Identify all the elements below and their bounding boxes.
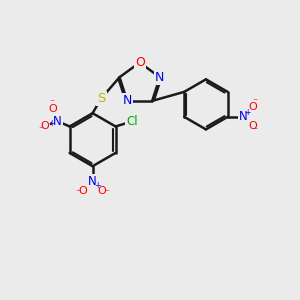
- Text: ⁻: ⁻: [252, 127, 257, 136]
- Text: S: S: [97, 92, 106, 105]
- Text: N: N: [155, 71, 164, 84]
- Text: Cl: Cl: [126, 115, 137, 128]
- Text: O: O: [40, 121, 49, 131]
- Text: +: +: [244, 108, 250, 117]
- Text: +: +: [48, 119, 55, 128]
- Text: O: O: [248, 103, 257, 112]
- Text: O: O: [48, 104, 57, 114]
- Text: ⁻: ⁻: [38, 125, 43, 135]
- Text: ⁻: ⁻: [50, 98, 55, 108]
- Text: O: O: [248, 121, 257, 131]
- Text: O: O: [135, 56, 145, 69]
- Text: O: O: [79, 186, 88, 196]
- Text: N: N: [88, 175, 97, 188]
- Text: ⁻: ⁻: [252, 97, 257, 107]
- Text: +: +: [94, 182, 100, 190]
- Text: N: N: [53, 115, 62, 128]
- Text: O: O: [98, 186, 106, 196]
- Text: N: N: [238, 110, 247, 123]
- Text: ⁻: ⁻: [105, 188, 110, 198]
- Text: N: N: [122, 94, 132, 107]
- Text: ⁻: ⁻: [75, 188, 80, 198]
